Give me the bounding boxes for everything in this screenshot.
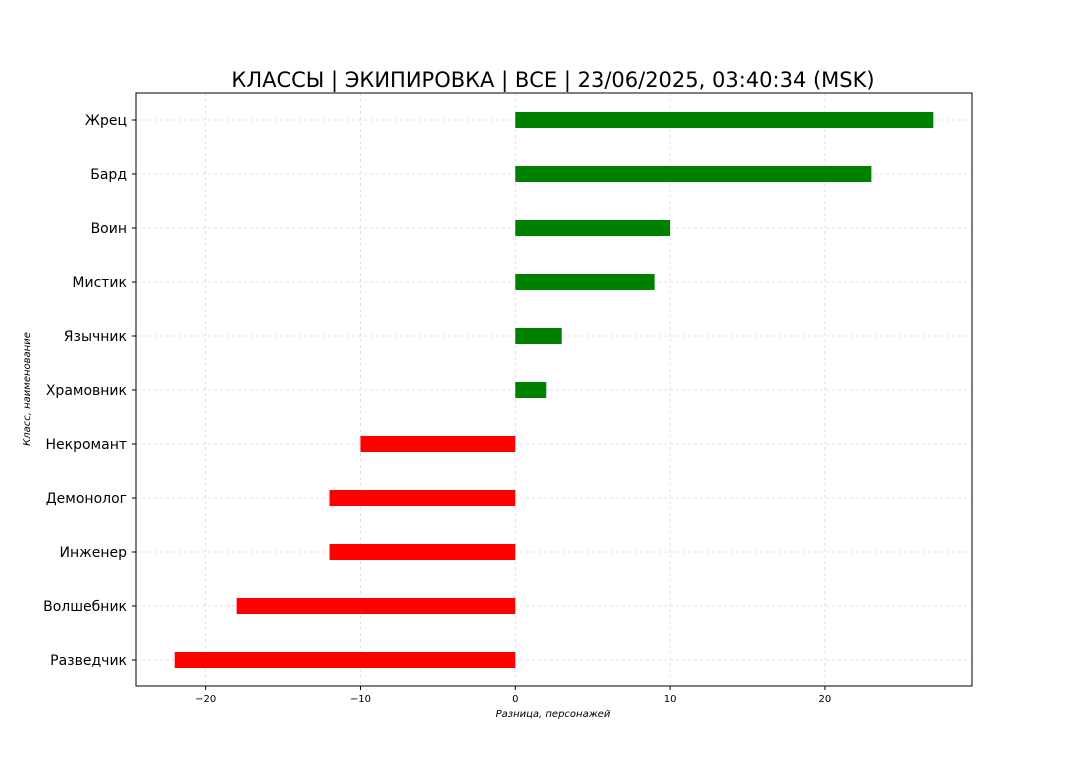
bar-8: [329, 490, 516, 506]
bar-4: [515, 274, 655, 290]
y-tick-label: Некромант: [46, 437, 128, 453]
bar-1: [515, 112, 934, 128]
x-tick-label: −20: [195, 694, 216, 705]
bar-9: [329, 544, 516, 560]
y-tick-label: Жрец: [85, 113, 127, 129]
y-axis-ticks: Жрец Бард Воин Мистик Язычник Храмовник Некром…: [43, 113, 136, 669]
bar-10: [236, 598, 516, 614]
x-tick-label: −10: [350, 694, 371, 705]
bar-3: [515, 220, 671, 236]
x-axis-label: Разница, персонажей: [496, 709, 611, 720]
y-tick-label: Разведчик: [50, 653, 127, 669]
bar-5: [515, 328, 562, 344]
x-tick-label: 20: [819, 694, 832, 705]
y-tick-label: Демонолог: [46, 491, 127, 507]
bars: [174, 112, 934, 668]
bar-2: [515, 166, 872, 182]
y-axis-label: Класс, наименование: [22, 332, 33, 446]
y-tick-label: Храмовник: [46, 383, 127, 399]
bar-7: [360, 436, 516, 452]
x-tick-label: 10: [664, 694, 677, 705]
y-tick-label: Язычник: [64, 329, 127, 345]
y-tick-label: Бард: [90, 167, 127, 183]
y-tick-label: Волшебник: [43, 599, 127, 615]
chart-title: КЛАССЫ | ЭКИПИРОВКА | ВСЕ | 23/06/2025, …: [231, 68, 874, 93]
x-tick-label: 0: [512, 694, 518, 705]
bar-6: [515, 382, 547, 398]
y-tick-label: Воин: [91, 221, 127, 237]
bar-11: [174, 652, 516, 668]
y-tick-label: Мистик: [72, 275, 127, 291]
y-tick-label: Инженер: [59, 545, 127, 561]
x-axis-ticks: −20 −10 0 10 20: [195, 686, 831, 705]
